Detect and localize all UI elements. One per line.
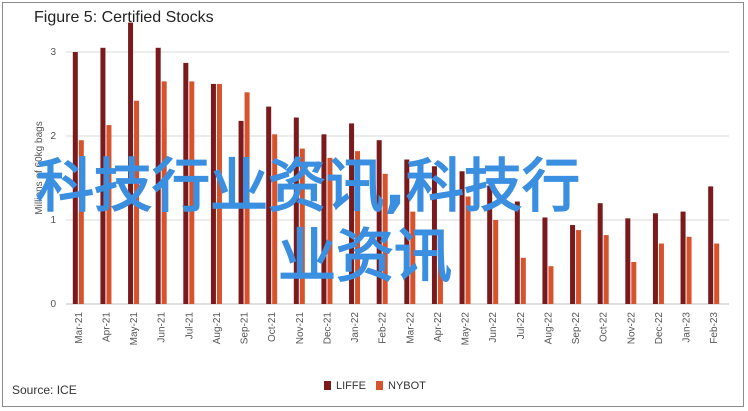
- bar-liffe-dec-21: [321, 134, 327, 304]
- bar-nybot-mar-22: [410, 211, 416, 304]
- legend-swatch-liffe: [324, 381, 331, 390]
- x-tick-label: Dec-22: [654, 312, 665, 345]
- x-tick-label: Oct-21: [267, 312, 278, 342]
- bar-liffe-sep-22: [570, 225, 576, 304]
- chart-frame: [2, 2, 744, 407]
- bar-nybot-apr-22: [437, 245, 443, 304]
- bar-liffe-dec-22: [652, 213, 658, 304]
- legend-swatch-nybot: [376, 381, 383, 390]
- y-tick-label: 1: [50, 215, 56, 226]
- bar-liffe-apr-22: [431, 166, 437, 304]
- bar-liffe-aug-22: [542, 217, 548, 304]
- bar-nybot-sep-22: [576, 230, 582, 304]
- y-axis-title: Millions of 60kg bags: [34, 121, 45, 214]
- x-tick-label: Feb-22: [378, 312, 389, 344]
- bar-nybot-dec-22: [658, 243, 664, 304]
- x-tick-label: Jan-23: [682, 312, 693, 343]
- bar-nybot-sep-21: [244, 92, 250, 304]
- bar-nybot-jun-22: [493, 220, 499, 304]
- bar-liffe-oct-22: [597, 203, 603, 304]
- bar-nybot-jun-21: [161, 81, 167, 305]
- bar-liffe-feb-23: [708, 186, 714, 304]
- bar-liffe-nov-22: [625, 218, 631, 304]
- x-tick-label: Dec-21: [322, 312, 333, 345]
- x-tick-label: Apr-21: [101, 312, 112, 342]
- x-tick-label: Sep-21: [240, 312, 251, 345]
- x-tick-label: Sep-22: [571, 312, 582, 345]
- bar-nybot-oct-22: [603, 235, 609, 304]
- bar-nybot-feb-23: [714, 243, 720, 304]
- bar-nybot-apr-21: [106, 125, 112, 304]
- x-tick-label: Feb-23: [709, 312, 720, 344]
- bar-nybot-aug-22: [548, 266, 554, 304]
- bar-liffe-oct-21: [266, 106, 272, 304]
- bar-nybot-dec-21: [327, 157, 333, 304]
- x-tick-label: May-22: [461, 312, 472, 346]
- x-tick-label: Jun-21: [157, 312, 168, 343]
- x-tick-label: Oct-22: [599, 312, 610, 342]
- bar-nybot-aug-21: [216, 83, 222, 304]
- bar-nybot-may-21: [134, 100, 140, 304]
- x-tick-label: Jul-21: [184, 312, 195, 340]
- bar-nybot-jul-22: [520, 257, 526, 304]
- bar-liffe-apr-21: [100, 47, 106, 305]
- x-tick-label: Jun-22: [488, 312, 499, 343]
- bar-nybot-jan-22: [355, 151, 361, 304]
- source-note: Source: ICE: [12, 383, 77, 397]
- bar-nybot-nov-22: [631, 262, 637, 304]
- bar-liffe-jun-22: [487, 185, 493, 304]
- x-tick-label: Aug-21: [212, 312, 223, 345]
- x-tick-label: Mar-21: [74, 312, 85, 344]
- bar-nybot-jul-21: [189, 81, 195, 305]
- bar-nybot-oct-21: [272, 134, 278, 304]
- bar-nybot-jan-23: [686, 236, 692, 304]
- x-tick-label: Nov-21: [295, 312, 306, 345]
- legend-label-nybot: NYBOT: [388, 380, 426, 392]
- x-tick-label: Jul-22: [516, 312, 527, 340]
- bar-liffe-mar-21: [72, 52, 78, 304]
- bar-liffe-sep-21: [238, 120, 244, 304]
- x-tick-label: Mar-22: [405, 312, 416, 344]
- y-tick-label: 3: [50, 47, 56, 58]
- bar-liffe-jul-21: [183, 62, 189, 304]
- bar-liffe-jan-23: [680, 211, 686, 304]
- bar-liffe-aug-21: [210, 83, 216, 304]
- y-tick-label: 0: [50, 299, 56, 310]
- x-tick-label: Apr-22: [433, 312, 444, 342]
- chart-title: Figure 5: Certified Stocks: [34, 9, 214, 26]
- bar-nybot-mar-21: [78, 140, 84, 304]
- x-tick-label: Nov-22: [626, 312, 637, 345]
- bar-nybot-feb-22: [382, 173, 388, 304]
- bar-liffe-may-22: [459, 171, 465, 304]
- bar-liffe-jul-22: [514, 201, 520, 304]
- legend-label-liffe: LIFFE: [336, 380, 366, 392]
- bar-liffe-mar-22: [404, 159, 410, 304]
- bar-liffe-jun-21: [155, 47, 161, 305]
- bar-nybot-nov-21: [299, 148, 305, 304]
- x-tick-label: May-21: [129, 312, 140, 346]
- x-tick-label: Aug-22: [543, 312, 554, 345]
- bar-liffe-feb-22: [376, 140, 382, 304]
- y-tick-label: 2: [50, 131, 56, 142]
- bar-liffe-nov-21: [293, 117, 299, 305]
- x-tick-label: Jan-22: [350, 312, 361, 343]
- bar-liffe-jan-22: [349, 123, 355, 305]
- bar-liffe-may-21: [128, 22, 134, 304]
- bar-nybot-may-22: [465, 196, 471, 304]
